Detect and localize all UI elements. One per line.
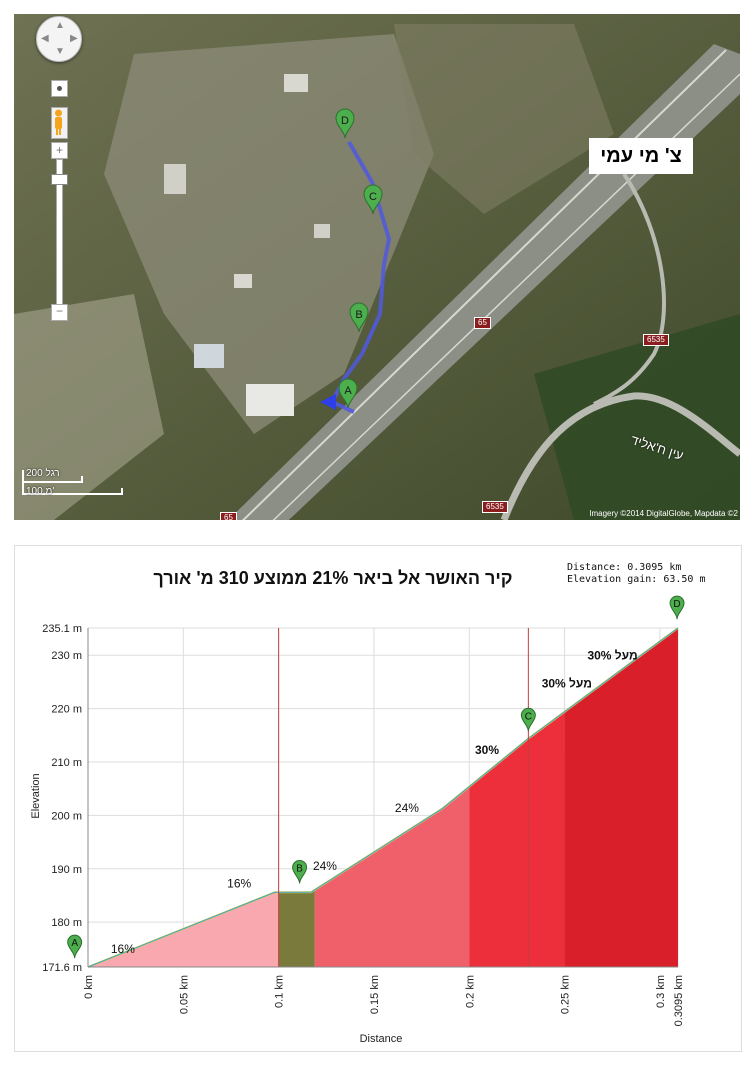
- grade-label: 16%: [111, 942, 135, 956]
- place-label: צ' מי עמי: [589, 138, 693, 174]
- grade-segment: [469, 711, 565, 967]
- pan-right-icon[interactable]: ▶: [70, 33, 78, 44]
- pan-down-icon[interactable]: ▼: [55, 46, 65, 57]
- chart-markers: A B C D: [67, 595, 685, 959]
- x-tick-label: 0.1 km: [274, 975, 286, 1008]
- y-tick-label: 190 m: [51, 864, 82, 876]
- y-tick-label: 200 m: [51, 810, 82, 822]
- grade-label: מעל 30%: [587, 648, 637, 662]
- route-marker-b[interactable]: B: [349, 302, 369, 333]
- profile-line: [87, 627, 679, 968]
- road-65-label-bottom: 65: [220, 512, 237, 520]
- x-tick-label: 0 km: [83, 975, 95, 999]
- y-axis-label: Elevation: [30, 773, 42, 818]
- waypoint-label: D: [673, 599, 680, 610]
- distance-stat: Distance: 0.3095 km: [567, 562, 682, 573]
- pan-left-icon[interactable]: ◀: [41, 33, 49, 44]
- imagery-credit: Imagery ©2014 DigitalGlobe, Mapdata ©2: [589, 509, 738, 518]
- chart-stats: Distance: 0.3095 km Elevation gain: 63.5…: [567, 562, 705, 586]
- pan-up-icon[interactable]: ▲: [55, 20, 65, 31]
- waypoint-pin-icon: [67, 934, 83, 959]
- pan-control[interactable]: ▲ ◀ ▶ ▼: [36, 16, 82, 62]
- map-scale: 200 רגל 100 מ': [22, 466, 132, 500]
- route-marker-c[interactable]: C: [363, 184, 383, 215]
- y-tick-label: 235.1 m: [42, 623, 82, 635]
- svg-text:D: D: [341, 115, 349, 127]
- waypoint-marker: B: [292, 859, 308, 884]
- waypoint-pin-icon: [292, 859, 308, 884]
- x-tick-label: 0.2 km: [464, 975, 476, 1008]
- satellite-map[interactable]: D C B A ▲ ◀ ▶ ▼ + − 200 רגל 100 מ': [14, 14, 740, 520]
- y-tick-label: 230 m: [51, 650, 82, 662]
- svg-text:C: C: [369, 191, 377, 203]
- scale-metric: 100 מ': [26, 486, 55, 497]
- zoom-in-button[interactable]: +: [51, 142, 68, 159]
- elevation-chart-panel: 0 km 0.05 km 0.1 km 0.15 km 0.2 km 0.25 km 0.3…: [14, 545, 742, 1052]
- grade-label: 30%: [475, 743, 499, 757]
- chart-area: [87, 627, 679, 968]
- zoom-slider-thumb[interactable]: [51, 174, 68, 185]
- y-tick-label: 180 m: [51, 917, 82, 929]
- grade-label: 16%: [227, 876, 251, 890]
- grade-segment: [314, 786, 470, 967]
- x-tick-label: 0.3095 km: [673, 975, 685, 1026]
- scale-imperial: 200 רגל: [26, 468, 60, 479]
- waypoint-label: A: [71, 938, 78, 949]
- route-marker-d[interactable]: D: [335, 108, 355, 139]
- waypoint-pin-icon: [520, 707, 536, 732]
- y-tick-label: 210 m: [51, 757, 82, 769]
- locate-button[interactable]: [51, 80, 68, 97]
- grade-label: 24%: [395, 801, 419, 815]
- y-tick-label: 220 m: [51, 704, 82, 716]
- chart-vlines: [278, 628, 529, 967]
- x-tick-label: 0.15 km: [369, 975, 381, 1014]
- waypoint-label: C: [525, 711, 532, 722]
- elevation-chart: 0 km 0.05 km 0.1 km 0.15 km 0.2 km 0.25 km 0.3…: [30, 595, 685, 1045]
- svg-text:B: B: [355, 309, 362, 321]
- waypoint-marker: A: [67, 934, 83, 959]
- route-marker-a[interactable]: A: [338, 378, 358, 409]
- waypoint-marker: C: [520, 707, 536, 732]
- grade-label: 24%: [313, 859, 337, 873]
- x-tick-label: 0.05 km: [178, 975, 190, 1014]
- waypoint-label: B: [296, 863, 303, 874]
- x-axis-label: Distance: [360, 1033, 403, 1045]
- zoom-out-button[interactable]: −: [51, 304, 68, 321]
- chart-axes: 0 km 0.05 km 0.1 km 0.15 km 0.2 km 0.25 km 0.3…: [42, 623, 685, 1026]
- chart-annotations: 16% 16% 24% 24% 30% מעל 30% מעל 30%: [111, 648, 638, 956]
- y-tick-label: 171.6 m: [42, 962, 82, 974]
- road-6535-label-bottom: 6535: [482, 501, 508, 513]
- map-imagery: D C B A: [14, 14, 740, 520]
- waypoint-marker: D: [669, 595, 685, 620]
- chart-title: קיר האושר אל ביאר 21% ממוצע 310 מ' אורך: [153, 568, 513, 588]
- pegman-icon[interactable]: [51, 107, 68, 139]
- gain-stat: Elevation gain: 63.50 m: [567, 574, 706, 585]
- x-tick-label: 0.25 km: [560, 975, 572, 1014]
- grade-segment: [278, 889, 315, 967]
- grade-label: מעל 30%: [542, 676, 592, 690]
- x-tick-label: 0.3 km: [655, 975, 667, 1008]
- grade-segment: [564, 628, 678, 967]
- waypoint-pin-icon: [669, 595, 685, 620]
- svg-text:A: A: [344, 385, 352, 397]
- road-65-label: 65: [474, 317, 491, 329]
- road-6535-label: 6535: [643, 334, 669, 346]
